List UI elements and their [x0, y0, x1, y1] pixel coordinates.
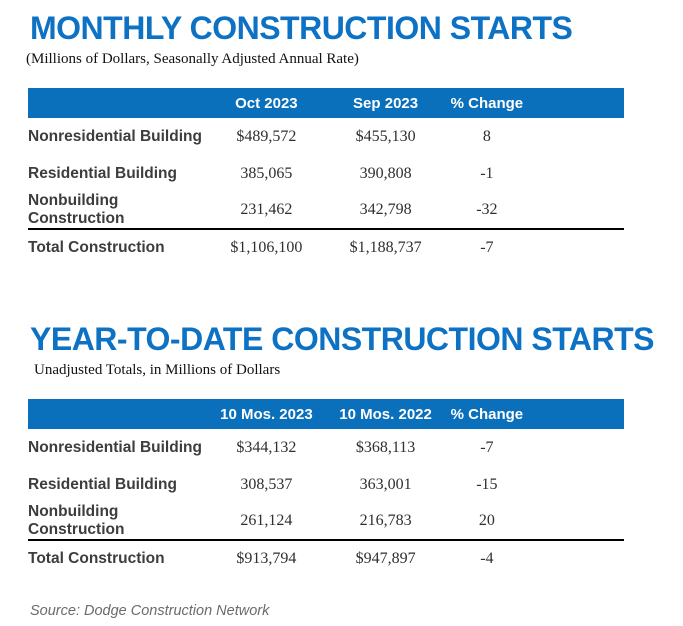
table-row: Nonresidential Building $489,572 $455,13… — [28, 118, 624, 155]
monthly-header-col-oct-2023: Oct 2023 — [235, 94, 298, 112]
ytd-subtitle: Unadjusted Totals, in Millions of Dollar… — [34, 362, 281, 378]
row-value-col1: $913,794 — [206, 539, 326, 576]
row-label: Residential Building — [28, 475, 177, 493]
section-monthly: MONTHLY CONSTRUCTION STARTS (Millions of… — [0, 10, 683, 265]
row-spacer — [529, 503, 624, 540]
row-spacer — [529, 429, 624, 466]
row-value-col1: $344,132 — [236, 438, 297, 456]
table-row-total: Total Construction $913,794 $947,897 -4 — [28, 539, 624, 576]
row-label: Nonbuilding Construction — [28, 192, 125, 227]
monthly-subtitle: (Millions of Dollars, Seasonally Adjuste… — [26, 51, 359, 67]
section-year-to-date: YEAR-TO-DATE CONSTRUCTION STARTS Unadjus… — [0, 321, 683, 576]
row-label: Nonresidential Building — [28, 438, 202, 456]
row-label: Nonbuilding Construction — [28, 503, 125, 538]
ytd-header-col-10mos-2022: 10 Mos. 2022 — [339, 405, 432, 423]
table-row: Nonbuilding Construction 231,462 342,798… — [28, 192, 624, 229]
row-spacer — [529, 466, 624, 503]
table-row: Residential Building 308,537 363,001 -15 — [28, 466, 624, 503]
row-label: Residential Building — [28, 164, 177, 182]
row-value-col2: 363,001 — [359, 475, 412, 493]
table-row: Nonresidential Building $344,132 $368,11… — [28, 429, 624, 466]
monthly-header-spacer-cell — [529, 88, 624, 118]
row-spacer — [529, 192, 624, 229]
row-value-col2: $947,897 — [325, 539, 446, 576]
row-value-col1: 261,124 — [240, 512, 293, 529]
row-value-col1: $489,572 — [236, 127, 297, 145]
monthly-table: Oct 2023 Sep 2023 % Change Nonresidentia… — [28, 88, 624, 265]
row-value-col1: 308,537 — [240, 475, 293, 493]
row-label: Total Construction — [28, 228, 207, 265]
row-value-change: -4 — [445, 539, 529, 576]
row-spacer — [529, 118, 624, 155]
ytd-title: YEAR-TO-DATE CONSTRUCTION STARTS — [30, 321, 654, 357]
row-spacer — [528, 228, 624, 265]
row-label: Nonresidential Building — [28, 127, 202, 145]
row-value-col1: $1,106,100 — [206, 228, 326, 265]
monthly-header-col-sep-2023: Sep 2023 — [353, 94, 419, 112]
monthly-header-col-pct-change: % Change — [450, 94, 524, 112]
monthly-table-header-row: Oct 2023 Sep 2023 % Change — [28, 88, 624, 118]
row-value-col2: $455,130 — [355, 127, 416, 145]
ytd-header-col-10mos-2023: 10 Mos. 2023 — [220, 405, 313, 423]
ytd-table: 10 Mos. 2023 10 Mos. 2022 % Change Nonre… — [28, 399, 624, 576]
ytd-table-header-row: 10 Mos. 2023 10 Mos. 2022 % Change — [28, 399, 624, 429]
row-value-change: -1 — [480, 164, 494, 182]
ytd-header-spacer-cell — [529, 399, 624, 429]
table-row-total: Total Construction $1,106,100 $1,188,737… — [28, 228, 624, 265]
row-value-change: 8 — [482, 127, 491, 145]
monthly-title: MONTHLY CONSTRUCTION STARTS — [30, 10, 573, 46]
row-value-change: -7 — [480, 438, 494, 456]
row-spacer — [529, 155, 624, 192]
row-value-col2: 216,783 — [359, 512, 412, 529]
row-value-col1: 231,462 — [240, 201, 293, 218]
row-value-col2: 342,798 — [359, 201, 412, 218]
row-spacer — [528, 539, 624, 576]
row-value-change: -32 — [476, 201, 498, 218]
row-value-change: -7 — [445, 228, 529, 265]
row-value-col2: $368,113 — [355, 438, 416, 456]
row-value-change: -15 — [476, 475, 498, 493]
table-row: Residential Building 385,065 390,808 -1 — [28, 155, 624, 192]
row-value-col2: 390,808 — [359, 164, 412, 182]
row-label: Total Construction — [28, 539, 207, 576]
source-note: Source: Dodge Construction Network — [30, 603, 270, 619]
monthly-header-label-cell — [28, 88, 207, 118]
ytd-header-col-pct-change: % Change — [450, 405, 524, 423]
row-value-col1: 385,065 — [240, 164, 293, 182]
row-value-col2: $1,188,737 — [325, 228, 446, 265]
ytd-header-label-cell — [28, 399, 207, 429]
table-row: Nonbuilding Construction 261,124 216,783… — [28, 503, 624, 540]
row-value-change: 20 — [478, 512, 495, 529]
